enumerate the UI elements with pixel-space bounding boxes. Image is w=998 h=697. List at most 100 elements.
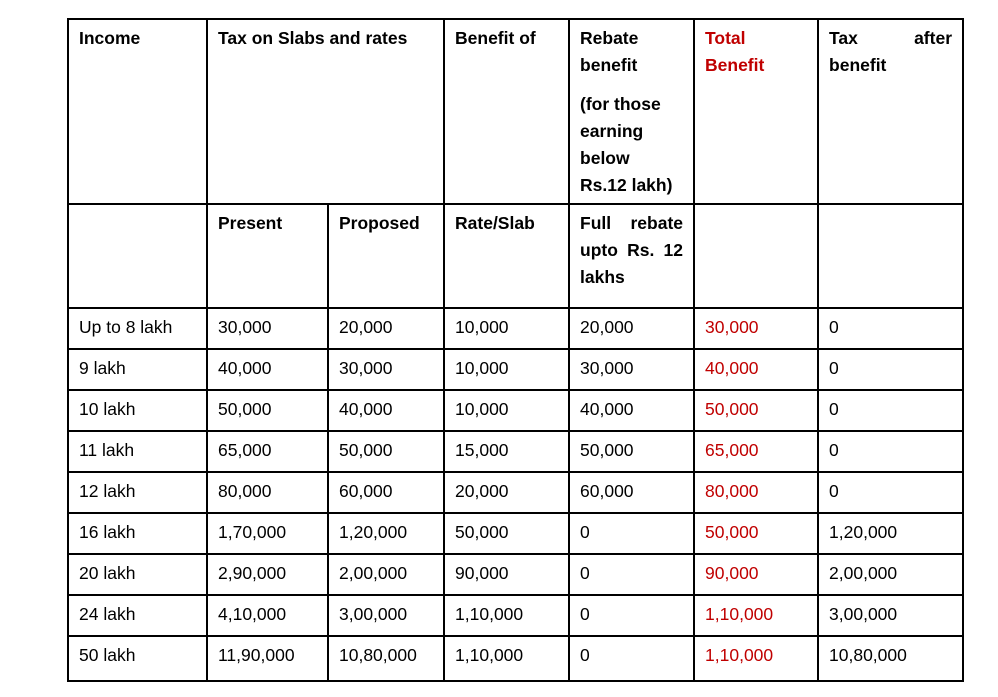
cell-proposed-tax: 30,000: [326, 348, 446, 391]
header-empty-total: [693, 203, 820, 309]
cell-proposed-tax: 2,00,000: [326, 553, 446, 596]
cell-benefit: 10,000: [443, 307, 571, 350]
table-row: Up to 8 lakh 30,000 20,000 10,000 20,000…: [67, 307, 965, 350]
cell-income: Up to 8 lakh: [67, 307, 208, 350]
header-rebate-note-line: earning: [580, 121, 644, 141]
header-row-1: Income Tax on Slabs and rates Benefit of…: [67, 18, 965, 205]
cell-proposed-tax: 1,20,000: [326, 512, 446, 555]
cell-present-tax: 4,10,000: [206, 594, 329, 637]
cell-income: 24 lakh: [67, 594, 208, 637]
cell-present-tax: 11,90,000: [206, 635, 329, 682]
cell-proposed-tax: 50,000: [326, 430, 446, 473]
cell-benefit: 10,000: [443, 389, 571, 432]
header-rebate-benefit: Rebate benefit (for those earning below …: [568, 18, 696, 205]
header-empty-tax-after: [817, 203, 965, 309]
cell-proposed-tax: 20,000: [326, 307, 446, 350]
header-proposed: Proposed: [326, 203, 446, 309]
header-total-benefit: Total Benefit: [693, 18, 820, 205]
header-full-rebate-word: Rs.: [627, 240, 655, 260]
header-full-rebate: Full rebate upto Rs. 12 lakhs: [568, 203, 696, 309]
cell-present-tax: 65,000: [206, 430, 329, 473]
cell-rebate: 0: [568, 635, 696, 682]
header-tax-after-word: Tax: [829, 28, 858, 48]
cell-tax-after: 1,20,000: [817, 512, 965, 555]
header-total-benefit-line: Benefit: [705, 55, 765, 75]
cell-rebate: 40,000: [568, 389, 696, 432]
header-total-benefit-line: Total: [705, 28, 746, 48]
cell-benefit: 90,000: [443, 553, 571, 596]
cell-income: 10 lakh: [67, 389, 208, 432]
table-row: 11 lakh 65,000 50,000 15,000 50,000 65,0…: [67, 430, 965, 473]
header-rebate-note-line: (for those: [580, 94, 661, 114]
cell-rebate: 50,000: [568, 430, 696, 473]
table-row: 9 lakh 40,000 30,000 10,000 30,000 40,00…: [67, 348, 965, 391]
cell-total-benefit: 50,000: [693, 512, 820, 555]
tax-benefit-table: Income Tax on Slabs and rates Benefit of…: [67, 18, 965, 682]
cell-present-tax: 50,000: [206, 389, 329, 432]
cell-total-benefit: 30,000: [693, 307, 820, 350]
table-row: 20 lakh 2,90,000 2,00,000 90,000 0 90,00…: [67, 553, 965, 596]
cell-tax-after: 0: [817, 471, 965, 514]
header-rebate-note-line: below: [580, 148, 630, 168]
cell-rebate: 0: [568, 594, 696, 637]
table-row: 12 lakh 80,000 60,000 20,000 60,000 80,0…: [67, 471, 965, 514]
header-benefit-of-label: Benefit of: [455, 28, 536, 48]
header-full-rebate-word: 12: [663, 240, 683, 260]
header-tax-on-slabs-label: Tax on Slabs and rates: [218, 28, 408, 48]
cell-benefit: 50,000: [443, 512, 571, 555]
header-rebate-line: benefit: [580, 55, 638, 75]
header-benefit-of: Benefit of: [443, 18, 571, 205]
cell-benefit: 1,10,000: [443, 635, 571, 682]
cell-present-tax: 1,70,000: [206, 512, 329, 555]
cell-rebate: 0: [568, 512, 696, 555]
header-tax-after-line: benefit: [829, 55, 887, 75]
cell-income: 12 lakh: [67, 471, 208, 514]
cell-total-benefit: 90,000: [693, 553, 820, 596]
cell-total-benefit: 1,10,000: [693, 594, 820, 637]
cell-total-benefit: 1,10,000: [693, 635, 820, 682]
table-row: 50 lakh 11,90,000 10,80,000 1,10,000 0 1…: [67, 635, 965, 682]
table-row: 16 lakh 1,70,000 1,20,000 50,000 0 50,00…: [67, 512, 965, 555]
header-proposed-label: Proposed: [339, 213, 420, 233]
header-full-rebate-line: upto Rs. 12: [580, 237, 683, 264]
cell-income: 16 lakh: [67, 512, 208, 555]
table-head: Income Tax on Slabs and rates Benefit of…: [67, 18, 965, 309]
cell-total-benefit: 80,000: [693, 471, 820, 514]
cell-present-tax: 80,000: [206, 471, 329, 514]
cell-tax-after: 0: [817, 307, 965, 350]
cell-proposed-tax: 3,00,000: [326, 594, 446, 637]
cell-rebate: 20,000: [568, 307, 696, 350]
header-full-rebate-line: lakhs: [580, 267, 625, 287]
cell-present-tax: 40,000: [206, 348, 329, 391]
header-income-label: Income: [79, 28, 141, 48]
cell-rebate: 0: [568, 553, 696, 596]
header-present-label: Present: [218, 213, 283, 233]
header-full-rebate-word: upto: [580, 240, 618, 260]
table-row: 24 lakh 4,10,000 3,00,000 1,10,000 0 1,1…: [67, 594, 965, 637]
header-tax-after-line: Tax after: [829, 25, 952, 52]
cell-income: 20 lakh: [67, 553, 208, 596]
table-body: Up to 8 lakh 30,000 20,000 10,000 20,000…: [67, 307, 965, 682]
cell-tax-after: 0: [817, 389, 965, 432]
cell-proposed-tax: 60,000: [326, 471, 446, 514]
header-tax-after-word: after: [914, 28, 953, 48]
cell-total-benefit: 65,000: [693, 430, 820, 473]
cell-income: 9 lakh: [67, 348, 208, 391]
cell-benefit: 1,10,000: [443, 594, 571, 637]
cell-benefit: 15,000: [443, 430, 571, 473]
cell-rebate: 30,000: [568, 348, 696, 391]
cell-tax-after: 0: [817, 430, 965, 473]
header-tax-after-benefit: Tax after benefit: [817, 18, 965, 205]
header-row-2: Present Proposed Rate/Slab Full rebate u…: [67, 203, 965, 309]
header-empty-income: [67, 203, 208, 309]
cell-income: 50 lakh: [67, 635, 208, 682]
cell-proposed-tax: 10,80,000: [326, 635, 446, 682]
cell-proposed-tax: 40,000: [326, 389, 446, 432]
cell-tax-after: 0: [817, 348, 965, 391]
cell-present-tax: 2,90,000: [206, 553, 329, 596]
table-row: 10 lakh 50,000 40,000 10,000 40,000 50,0…: [67, 389, 965, 432]
header-rate-slab: Rate/Slab: [443, 203, 571, 309]
header-full-rebate-word: rebate: [630, 213, 684, 233]
header-full-rebate-word: Full: [580, 213, 612, 233]
